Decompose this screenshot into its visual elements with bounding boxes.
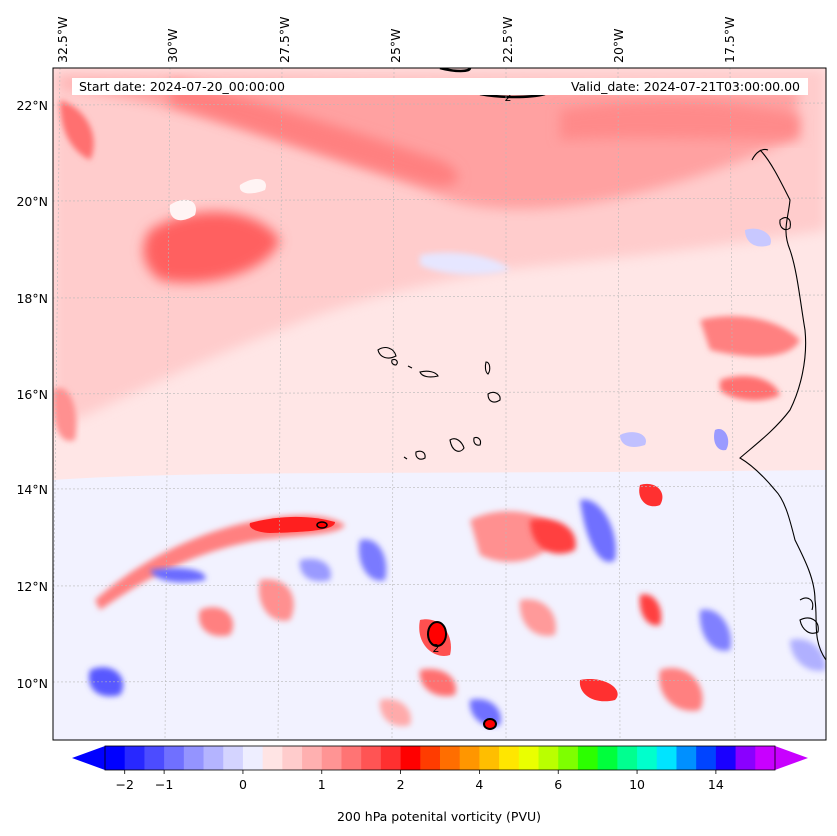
colorbar-label: 200 hPa potenital vorticity (PVU) xyxy=(337,809,541,824)
colorbar-cell xyxy=(341,746,362,770)
lon-tick-label: 20°W xyxy=(611,28,626,63)
colorbar-cell xyxy=(479,746,500,770)
colorbar-cell xyxy=(144,746,165,770)
colorbar-tick-label: 6 xyxy=(554,777,562,792)
colorbar-cell xyxy=(164,746,185,770)
colorbar-tick-label: 0 xyxy=(239,777,247,792)
colorbar-cell xyxy=(499,746,520,770)
graticule xyxy=(53,68,826,740)
lat-tick-label: 16°N xyxy=(16,387,48,402)
colorbar-tick-label: 2 xyxy=(397,777,405,792)
lat-tick-label: 20°N xyxy=(16,194,48,209)
colorbar-cell xyxy=(597,746,618,770)
colorbar-tick-label: 4 xyxy=(475,777,483,792)
lon-tick-label: 30°W xyxy=(165,28,180,63)
colorbar-cell xyxy=(105,746,126,770)
colorbar-cell xyxy=(715,746,737,770)
colorbar-tick-label: 14 xyxy=(708,777,724,792)
colorbar-cell xyxy=(538,746,559,770)
colorbar-cell xyxy=(696,746,717,770)
colorbar-cell xyxy=(617,746,638,770)
colorbar-cell xyxy=(361,746,382,770)
longitude-ticks: 32.5°W 30°W 27.5°W 25°W 22.5°W 20°W 17.5… xyxy=(55,17,737,63)
colorbar-tick-label: 1 xyxy=(318,777,326,792)
date-info-bar xyxy=(72,78,808,95)
lat-tick-label: 18°N xyxy=(16,291,48,306)
colorbar-cell xyxy=(735,746,756,770)
colorbar: −2 −1 0 1 2 4 6 10 14 200 hPa potenital vorticit… xyxy=(72,745,808,824)
colorbar-tick-label: 10 xyxy=(629,777,645,792)
colorbar-cell xyxy=(302,746,323,770)
colorbar-cell xyxy=(518,746,540,770)
lat-tick-label: 12°N xyxy=(16,579,48,594)
contour-label: 2 xyxy=(433,642,440,655)
colorbar-cell xyxy=(577,746,599,770)
colorbar-cell xyxy=(676,746,697,770)
colorbar-cell xyxy=(124,746,145,770)
contour-label: 2 xyxy=(505,91,512,104)
pv-field xyxy=(53,68,826,740)
colorbar-outline xyxy=(104,745,776,771)
colorbar-cell xyxy=(262,746,283,770)
colorbar-tick-label: −1 xyxy=(155,777,173,792)
colorbar-cell xyxy=(321,746,342,770)
colorbar-cell xyxy=(459,746,480,770)
colorbar-cell xyxy=(420,746,441,770)
lon-tick-label: 25°W xyxy=(388,28,403,63)
lon-tick-label: 17.5°W xyxy=(722,17,737,63)
colorbar-tick-label: −2 xyxy=(115,777,133,792)
lat-tick-label: 14°N xyxy=(16,482,48,497)
colorbar-cell xyxy=(755,746,776,770)
lat-tick-label: 22°N xyxy=(16,98,48,113)
colorbar-cell xyxy=(242,746,264,770)
lon-tick-label: 32.5°W xyxy=(55,17,70,63)
lon-tick-label: 27.5°W xyxy=(277,17,292,63)
map-frame xyxy=(52,67,827,741)
colorbar-cell xyxy=(183,746,205,770)
colorbar-max-arrow xyxy=(775,746,808,770)
colorbar-cell xyxy=(400,746,421,770)
colorbar-cell xyxy=(282,746,303,770)
colorbar-cell xyxy=(380,746,402,770)
valid-date-label: Valid_date: 2024-07-21T03:00:00.00 xyxy=(571,79,800,94)
colorbar-cell xyxy=(440,746,461,770)
start-date-label: Start date: 2024-07-20_00:00:00 xyxy=(79,79,285,94)
colorbar-cell xyxy=(656,746,677,770)
latitude-ticks: 22°N 20°N 18°N 16°N 14°N 12°N 10°N xyxy=(16,98,48,691)
lat-tick-label: 10°N xyxy=(16,676,48,691)
colorbar-min-arrow xyxy=(72,746,105,770)
colorbar-cell xyxy=(223,746,244,770)
lon-tick-label: 22.5°W xyxy=(500,17,515,63)
colorbar-cell xyxy=(637,746,658,770)
colorbar-cell xyxy=(558,746,579,770)
colorbar-cell xyxy=(203,746,224,770)
coastlines xyxy=(377,148,826,661)
